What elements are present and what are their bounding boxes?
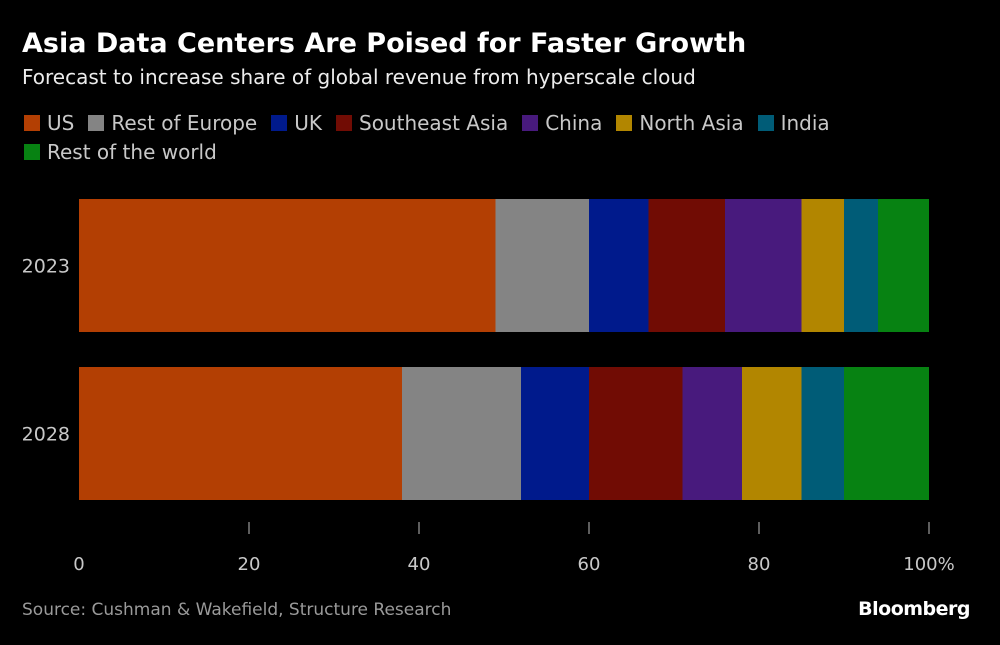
- legend-swatch: [336, 114, 352, 131]
- bar-segment-2028-rest-of-europe: [402, 367, 521, 500]
- legend-item: UK: [271, 108, 322, 137]
- bar-segment-2023-rest-of-the-world: [878, 199, 929, 332]
- x-tick-label: 60: [578, 554, 601, 575]
- bar-segment-2023-china: [725, 199, 802, 332]
- bar-segment-2023-north-asia: [801, 199, 844, 332]
- x-tick-label: 20: [238, 554, 261, 575]
- x-tick-label: 0: [73, 554, 84, 575]
- bar-segment-2023-southeast-asia: [648, 199, 725, 332]
- legend-label: US: [47, 110, 75, 135]
- bar-segment-2028-us: [79, 367, 402, 500]
- legend-item: China: [522, 108, 602, 137]
- legend: US Rest of Europe UK Southeast Asia China Nor…: [24, 108, 924, 166]
- legend-label: North Asia: [639, 110, 744, 135]
- legend-label: Southeast Asia: [359, 110, 509, 135]
- x-tick-label: 100%: [903, 554, 954, 575]
- bloomberg-logo: Bloomberg: [858, 598, 970, 620]
- legend-swatch: [24, 143, 40, 160]
- legend-swatch: [616, 114, 633, 131]
- bar-segment-2028-china: [682, 367, 742, 500]
- x-tick-label: 40: [408, 554, 431, 575]
- chart-subtitle: Forecast to increase share of global rev…: [22, 65, 696, 89]
- bar-segment-2023-india: [844, 199, 878, 332]
- legend-label: Rest of the world: [47, 139, 217, 164]
- bar-segment-2028-rest-of-the-world: [844, 367, 929, 500]
- legend-swatch: [88, 114, 105, 131]
- legend-swatch: [522, 114, 539, 131]
- category-label: 2023: [22, 256, 70, 278]
- chart-title: Asia Data Centers Are Poised for Faster …: [22, 28, 747, 59]
- legend-label: China: [545, 110, 603, 135]
- legend-swatch: [24, 114, 40, 131]
- legend-item: North Asia: [616, 108, 744, 137]
- legend-label: UK: [294, 110, 322, 135]
- legend-item: Rest of the world: [24, 137, 217, 166]
- category-label: 2028: [22, 424, 70, 446]
- bar-segment-2028-north-asia: [742, 367, 802, 500]
- legend-item: US: [24, 108, 74, 137]
- bar-segment-2023-uk: [589, 199, 649, 332]
- legend-swatch: [757, 114, 774, 131]
- bar-segment-2023-rest-of-europe: [495, 199, 589, 332]
- legend-item: Southeast Asia: [336, 108, 508, 137]
- bar-segment-2028-uk: [521, 367, 589, 500]
- bar-segment-2028-india: [801, 367, 844, 500]
- legend-item: Rest of Europe: [88, 108, 257, 137]
- source-note: Source: Cushman & Wakefield, Structure R…: [22, 600, 452, 620]
- legend-swatch: [271, 114, 288, 131]
- legend-label: India: [780, 110, 830, 135]
- bar-segment-2028-southeast-asia: [589, 367, 683, 500]
- x-tick-label: 80: [748, 554, 771, 575]
- legend-label: Rest of Europe: [111, 110, 258, 135]
- legend-item: India: [757, 108, 830, 137]
- bar-segment-2023-us: [79, 199, 496, 332]
